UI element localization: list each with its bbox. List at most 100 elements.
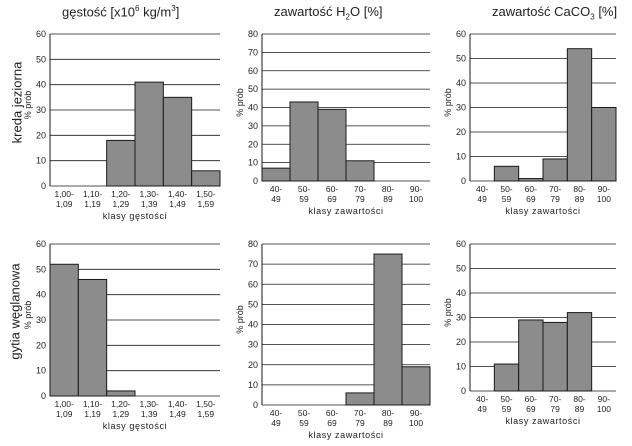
- y-tick-label: 20: [248, 139, 258, 149]
- x-tick-label: 1,50-: [196, 189, 216, 199]
- x-tick-label: 1,20-: [111, 399, 131, 409]
- x-tick-label: 50-: [298, 408, 310, 418]
- bar: [542, 158, 568, 182]
- x-tick-label: 70-: [354, 408, 366, 418]
- y-tick-label: 0: [253, 176, 258, 186]
- x-tick-label: 69: [327, 418, 337, 428]
- x-tick-label: 59: [299, 194, 309, 204]
- x-tick-label: 1,00-: [54, 399, 74, 409]
- y-tick-label: 20: [456, 337, 466, 347]
- x-tick-label: 1,20-: [111, 189, 131, 199]
- y-tick-label: 20: [36, 340, 46, 350]
- x-tick-label: 80-: [573, 184, 585, 194]
- x-tick-label: 79: [550, 404, 560, 414]
- y-tick-label: 10: [456, 362, 466, 372]
- x-tick-label: 100: [597, 194, 611, 204]
- x-tick-label: 49: [477, 194, 487, 204]
- x-tick-label: 49: [271, 194, 281, 204]
- x-tick-label: 79: [355, 418, 365, 428]
- bar: [162, 96, 193, 187]
- x-tick-label: 100: [597, 404, 611, 414]
- x-tick-label: 90-: [598, 394, 610, 404]
- x-tick-label: 80-: [382, 184, 394, 194]
- y-axis-label: % prób: [235, 88, 245, 117]
- bar: [77, 278, 108, 397]
- x-tick-label: 1,50-: [196, 399, 216, 409]
- y-axis-label: % prób: [235, 305, 245, 334]
- y-tick-label: 10: [36, 366, 46, 376]
- x-tick-label: 1,09: [56, 199, 73, 209]
- x-tick-label: 1,49: [169, 199, 186, 209]
- y-tick-label: 40: [36, 290, 46, 300]
- bar: [373, 253, 403, 406]
- x-tick-label: 80-: [382, 408, 394, 418]
- x-tick-label: 69: [327, 194, 337, 204]
- x-tick-label: 1,10-: [83, 399, 103, 409]
- title-text: [%]: [594, 4, 618, 19]
- x-tick-label: 90-: [410, 408, 422, 418]
- x-tick-label: 49: [477, 404, 487, 414]
- y-tick-label: 0: [41, 181, 46, 191]
- y-tick-label: 50: [456, 54, 466, 64]
- chart-panel-2: 0 10 20 30 40 50 60 40-49 50-59 60-69 70-79 80-89 90…: [443, 29, 617, 216]
- x-axis-label: klasy zawartości: [505, 416, 580, 426]
- x-tick-label: 1,09: [56, 409, 73, 419]
- x-tick-label: 1,40-: [168, 189, 188, 199]
- x-tick-label: 60-: [326, 184, 338, 194]
- y-tick-label: 30: [36, 105, 46, 115]
- bar: [49, 263, 79, 397]
- title-sup: 3: [171, 4, 176, 13]
- bar: [566, 312, 593, 392]
- x-tick-label: 89: [383, 194, 393, 204]
- y-tick-label: 10: [248, 380, 258, 390]
- chart-panel-5: 0 10 20 30 40 50 60 40-49 50-59 60-69 70-79 80-89 90…: [443, 239, 616, 426]
- column-title-carbonate: zawartość CaCO3 [%]: [492, 4, 617, 22]
- x-tick-label: 60-: [525, 184, 537, 194]
- y-tick-label: 0: [41, 391, 46, 401]
- x-tick-label: 1,29: [113, 409, 130, 419]
- x-tick-label: 50-: [500, 394, 512, 404]
- x-tick-label: 1,30-: [139, 399, 159, 409]
- y-tick-label: 40: [248, 320, 258, 330]
- x-tick-label: 1,19: [84, 199, 101, 209]
- bar: [566, 48, 593, 182]
- x-axis-label: klasy zawartości: [505, 206, 580, 216]
- y-axis-label: % prób: [443, 298, 453, 327]
- x-tick-label: 70-: [354, 184, 366, 194]
- x-tick-label: 1,39: [141, 199, 158, 209]
- chart-panel-0: 0 10 20 30 40 50 60 1,00-1,09 1,10-1,19 1,20-1,29…: [23, 29, 221, 221]
- y-tick-label: 60: [36, 239, 46, 249]
- x-tick-label: 1,10-: [83, 189, 103, 199]
- y-tick-label: 60: [456, 29, 466, 39]
- y-axis-label: % prób: [443, 88, 453, 117]
- x-tick-label: 1,49: [169, 409, 186, 419]
- x-tick-label: 80-: [573, 394, 585, 404]
- x-tick-label: 69: [526, 194, 536, 204]
- y-tick-label: 40: [248, 103, 258, 113]
- bar: [134, 81, 164, 187]
- x-tick-label: 90-: [598, 184, 610, 194]
- x-tick-label: 1,00-: [54, 189, 74, 199]
- y-tick-label: 30: [248, 340, 258, 350]
- y-tick-label: 20: [456, 127, 466, 137]
- y-tick-label: 60: [36, 29, 46, 39]
- chart-panel-1: 0 10 20 30 40 50 60 70 80 40-49 50-59 60-69 70-79 80-…: [235, 29, 430, 216]
- y-tick-label: 60: [248, 66, 258, 76]
- chart-panel-4: 0 10 20 30 40 50 60 70 80 40-49 50-59 60-69 70-79 80-…: [235, 239, 431, 440]
- y-axis-label: % prób: [23, 301, 33, 330]
- y-tick-label: 30: [456, 313, 466, 323]
- title-sub: 3: [590, 12, 595, 22]
- x-tick-label: 60-: [525, 394, 537, 404]
- x-tick-label: 1,30-: [139, 189, 159, 199]
- x-tick-label: 59: [502, 194, 512, 204]
- x-tick-label: 1,59: [198, 409, 215, 419]
- title-text: zawartość CaCO: [492, 4, 591, 19]
- x-tick-label: 1,19: [84, 409, 101, 419]
- x-tick-label: 40-: [476, 394, 488, 404]
- x-tick-label: 59: [299, 418, 309, 428]
- y-tick-label: 40: [36, 80, 46, 90]
- x-axis-label: klasy zawartości: [308, 430, 383, 440]
- x-tick-label: 60-: [326, 408, 338, 418]
- bar: [591, 107, 617, 182]
- y-tick-label: 60: [248, 279, 258, 289]
